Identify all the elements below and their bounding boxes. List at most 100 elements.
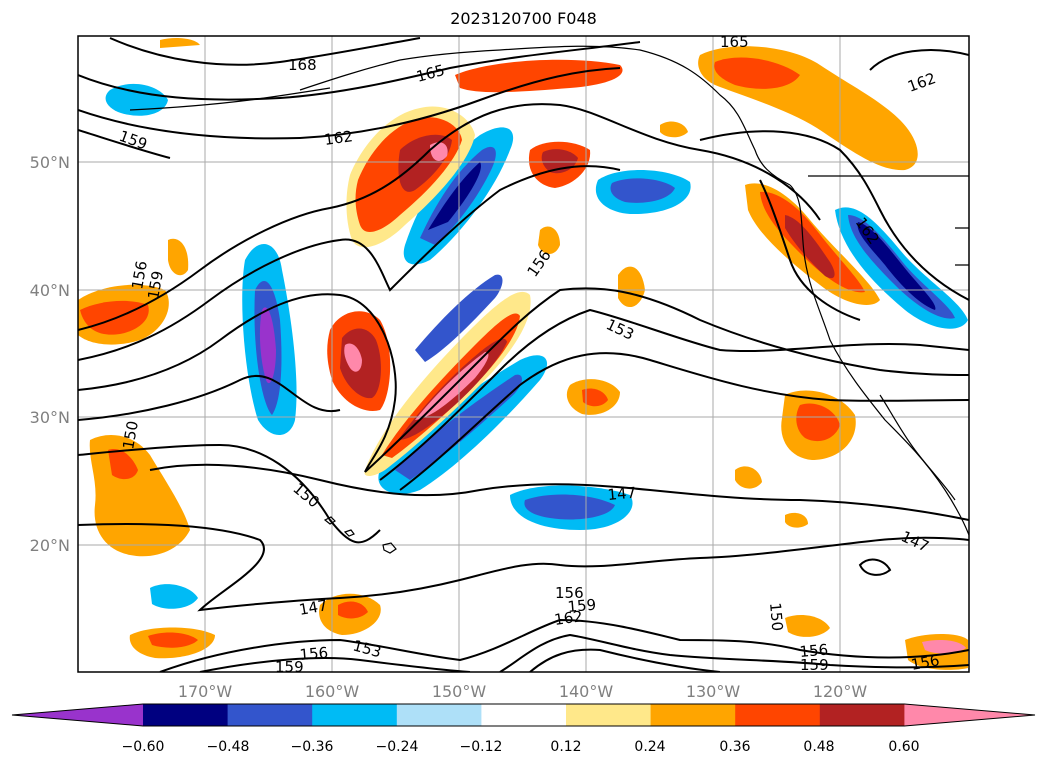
positive-anomaly-coast-inner	[785, 215, 835, 279]
contour-168	[109, 37, 421, 66]
colorbar-swatch	[650, 704, 736, 726]
colorbar-tick: 0.12	[550, 739, 581, 755]
contour-label: 147	[298, 596, 329, 619]
colorbar-tick: −0.12	[460, 739, 503, 755]
lat-label: 40°N	[30, 281, 70, 300]
colorbar-swatch	[312, 704, 398, 726]
positive-anomaly-small-f	[168, 238, 189, 276]
lon-label: 130°W	[686, 682, 741, 701]
contour-label: 150	[119, 419, 142, 450]
contour-label: 159	[567, 596, 597, 616]
colorbar-swatch	[819, 704, 905, 726]
positive-anomaly-central-peak	[344, 343, 362, 372]
negative-anomaly-coast-inner	[857, 222, 936, 310]
contour-jet-2	[379, 308, 969, 481]
contour-label: 150	[289, 479, 323, 511]
positive-anomaly-small-b	[618, 266, 645, 308]
colorbar	[11, 703, 1036, 727]
contour-label: 147	[607, 484, 637, 504]
negative-anomaly-subtropical-core	[524, 494, 615, 520]
contour-label: 156	[128, 259, 151, 290]
contour-ridge-1	[78, 103, 821, 331]
colorbar-tick: 0.24	[634, 739, 665, 755]
contour-label: 153	[351, 636, 383, 661]
colorbar-outline	[11, 703, 1036, 727]
latitude-labels: 50°N 40°N 30°N 20°N	[30, 153, 70, 555]
negative-anomaly-alaska-inner	[428, 162, 481, 230]
contour-trough-2	[78, 374, 341, 421]
negative-anomaly-aleutian	[105, 83, 168, 116]
colorbar-swatch	[143, 704, 229, 726]
negative-anomaly-jet-south-core	[395, 374, 522, 480]
contour-label: 168	[288, 56, 317, 74]
alaska-coast	[299, 45, 791, 186]
positive-anomaly-northeast-core	[714, 57, 800, 89]
lon-label: 170°W	[178, 682, 233, 701]
lon-label: 140°W	[559, 682, 614, 701]
colorbar-tick: −0.24	[376, 739, 419, 755]
colorbar-swatch	[735, 704, 821, 726]
contour-label: 162	[905, 69, 938, 96]
positive-anomaly-small-c	[538, 226, 560, 255]
contour-label: 150	[766, 602, 786, 632]
colorbar-tick-labels: −0.60 −0.48 −0.36 −0.24 −0.12 0.12 0.24 …	[122, 739, 920, 755]
lon-label: 150°W	[432, 682, 487, 701]
positive-anomaly-south-center-core	[338, 601, 368, 619]
us-border	[955, 227, 969, 266]
lat-label: 30°N	[30, 408, 70, 427]
positive-anomaly-southwest-core	[108, 449, 138, 480]
positive-anomaly-central-south-core	[582, 388, 608, 407]
contour-159-north	[78, 129, 171, 159]
contour-label: 165	[414, 61, 446, 86]
contour-east-2	[759, 179, 861, 321]
lat-label: 50°N	[30, 153, 70, 172]
colorbar-swatch	[481, 704, 567, 726]
contour-east-1	[699, 130, 969, 301]
north-america-west-coast	[789, 184, 969, 536]
positive-anomaly-small-d	[160, 37, 200, 48]
shaded-field-layer	[78, 37, 968, 670]
contour-jet-1	[364, 287, 969, 473]
positive-anomaly-gulf-north	[455, 59, 623, 93]
contour-label: 159	[144, 269, 167, 300]
colorbar-tick: −0.36	[291, 739, 334, 755]
contour-label: 159	[275, 658, 304, 676]
lat-label: 20°N	[30, 536, 70, 555]
contour-label: 156	[799, 641, 829, 661]
colorbar-tick: −0.48	[207, 739, 250, 755]
contour-label: 156	[910, 651, 941, 674]
contour-label: 147	[898, 527, 932, 555]
map-frame	[77, 35, 970, 673]
contour-trough-1	[78, 293, 397, 473]
contour-south-4	[529, 648, 721, 672]
contour-south-1	[159, 618, 969, 672]
contour-label: 159	[800, 656, 829, 674]
positive-anomaly-southeast-mid	[785, 615, 830, 637]
contour-150-b	[149, 463, 969, 521]
negative-anomaly-far-west	[150, 584, 198, 609]
contour-east-3	[869, 49, 969, 71]
positive-anomaly-small-a	[735, 466, 762, 489]
contour-147-b	[858, 558, 892, 576]
positive-anomaly-small-g	[785, 512, 808, 528]
contour-165	[78, 41, 641, 101]
colorbar-extend-max	[904, 704, 1035, 726]
lon-label: 120°W	[813, 682, 868, 701]
negative-anomaly-west-inner	[259, 307, 276, 384]
contour-label: 159	[117, 127, 150, 154]
negative-anomaly-gulf-core	[610, 178, 675, 203]
contour-south-2	[199, 657, 471, 672]
contour-label: 156	[299, 644, 329, 664]
contour-162	[78, 67, 621, 140]
contour-label: 162	[553, 607, 584, 629]
colorbar-swatch	[227, 704, 313, 726]
positive-anomaly-south-west-core	[148, 632, 198, 648]
lon-label: 160°W	[305, 682, 360, 701]
colorbar-swatch	[566, 704, 652, 726]
baja-coast	[879, 394, 956, 501]
colorbar-tick: −0.60	[122, 739, 165, 755]
height-contours	[78, 37, 969, 672]
contour-150-a	[78, 443, 381, 544]
positive-anomaly-southeast-core	[922, 640, 966, 654]
